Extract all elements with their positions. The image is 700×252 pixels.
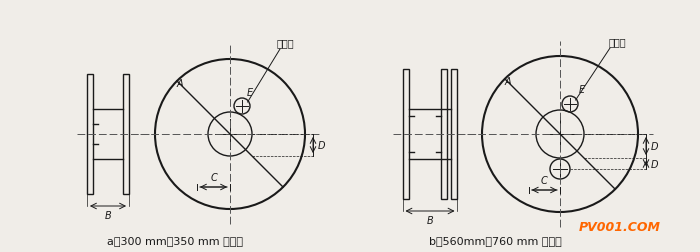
Text: D: D bbox=[651, 159, 659, 169]
Text: C: C bbox=[541, 175, 548, 185]
Text: 驱动孔: 驱动孔 bbox=[276, 38, 294, 48]
Text: C: C bbox=[210, 172, 217, 182]
Text: 驱动孔: 驱动孔 bbox=[608, 37, 626, 47]
Bar bbox=[442, 70, 447, 199]
Text: PV001.COM: PV001.COM bbox=[579, 220, 661, 234]
Text: a）300 mm、350 mm 焊丝盘: a）300 mm、350 mm 焊丝盘 bbox=[107, 235, 243, 245]
Text: b）560mm、760 mm 焊丝盘: b）560mm、760 mm 焊丝盘 bbox=[428, 235, 561, 245]
Bar bbox=[452, 70, 458, 199]
Text: D: D bbox=[651, 141, 659, 151]
Text: E: E bbox=[247, 88, 253, 98]
Bar bbox=[123, 75, 129, 194]
Text: E: E bbox=[579, 85, 585, 94]
Text: A: A bbox=[176, 79, 183, 89]
Text: A: A bbox=[505, 77, 511, 86]
Bar bbox=[402, 70, 409, 199]
Text: B: B bbox=[426, 215, 433, 225]
Text: D: D bbox=[318, 140, 326, 150]
Text: B: B bbox=[104, 210, 111, 220]
Bar bbox=[87, 75, 93, 194]
